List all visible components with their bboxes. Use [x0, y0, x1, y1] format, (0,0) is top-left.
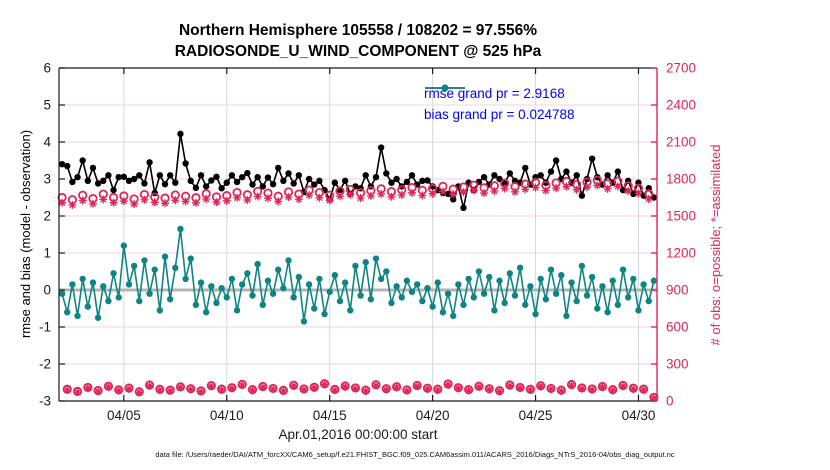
axes-frame [58, 67, 658, 402]
chart-title: Northern Hemisphere 105558 / 108202 = 97… [178, 22, 537, 39]
y-tick-label-left: 6 [43, 61, 51, 76]
x-tick-label: 04/10 [210, 408, 244, 423]
y-tick-label-left: -1 [39, 320, 51, 335]
x-tick-label: 04/05 [107, 408, 141, 423]
y-tick-label-right: 1500 [666, 209, 696, 224]
bias-series [58, 225, 658, 325]
bias-line-marker-icon [425, 84, 465, 92]
legend-label-bias: bias grand pr = 0.024788 [424, 107, 575, 122]
data-file-path: data file: /Users/raeder/DAI/ATM_forcXX/… [155, 450, 675, 459]
x-tick-label: 04/25 [519, 408, 553, 423]
rmse-series [58, 130, 658, 212]
y-tick-label-right: 300 [666, 357, 689, 372]
y-tick-label-left: 4 [43, 135, 51, 150]
y-tick-label-left: 5 [43, 98, 51, 113]
y-tick-label-right: 1200 [666, 246, 696, 261]
y-tick-label-left: -3 [39, 394, 51, 409]
y-tick-label-left: -2 [39, 357, 51, 372]
y-tick-label-right: 900 [666, 283, 689, 298]
y-tick-label-right: 0 [666, 394, 674, 409]
legend: rmse grand pr = 2.9168 bias grand pr = 0… [424, 83, 575, 125]
obs-count-markers [57, 175, 659, 403]
legend-label-rmse: rmse grand pr = 2.9168 [424, 86, 565, 101]
x-tick-label: 04/15 [313, 408, 347, 423]
y-tick-label-left: 1 [43, 246, 51, 261]
legend-item-bias: bias grand pr = 0.024788 [424, 84, 575, 125]
y-tick-label-left: 0 [43, 283, 51, 298]
y-tick-label-left: 2 [43, 209, 51, 224]
y-tick-label-right: 2400 [666, 98, 696, 113]
x-axis-label: Apr.01,2016 00:00:00 start [278, 427, 438, 442]
chart-subtitle: RADIOSONDE_U_WIND_COMPONENT @ 525 hPa [174, 43, 542, 60]
tick-marks [59, 67, 657, 402]
y-tick-label-right: 1800 [666, 172, 696, 187]
vertical-gridlines [123, 68, 639, 401]
y-tick-label-right: 2700 [666, 61, 696, 76]
x-tick-label: 04/20 [416, 408, 450, 423]
chart-title-block: Northern Hemisphere 105558 / 108202 = 97… [59, 20, 657, 62]
y-tick-label-right: 600 [666, 320, 689, 335]
tick-labels: -3 -2 -1 0 1 2 3 4 5 6 0 300 600 900 1200 1500 1800 2100 2… [39, 61, 696, 424]
y-tick-label-right: 2100 [666, 135, 696, 150]
x-tick-label: 04/30 [622, 408, 656, 423]
y-tick-label-left: 3 [43, 172, 51, 187]
